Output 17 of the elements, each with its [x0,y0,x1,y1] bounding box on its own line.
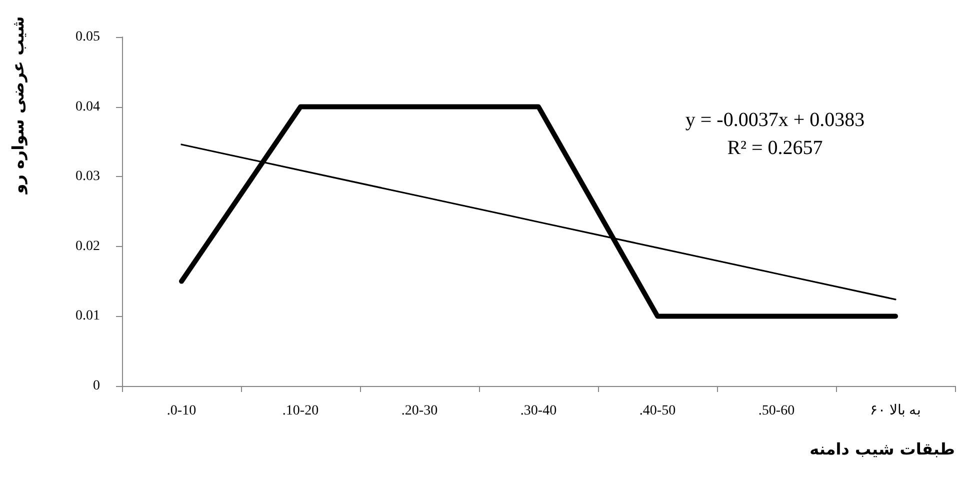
annotation: R² = 0.2657 [727,137,823,159]
y-axis-title: شیب عرضی سواره رو [8,16,28,195]
y-tick-label: 0.01 [76,308,100,324]
y-tick-label: 0.04 [76,99,100,114]
x-axis-title: طبقات شیب دامنه [810,440,955,458]
y-tick-label: 0.03 [76,169,100,184]
x-tick-label: .0-10 [166,404,196,418]
y-tick-label: 0.02 [76,238,100,254]
x-tick-label: .30-40 [520,404,557,418]
x-tick-label: .10-20 [282,404,319,418]
x-tick-label: ۶۰ به بالا [870,404,921,418]
annotation: y = -0.0037x + 0.0383 [685,109,865,131]
x-tick-label: .20-30 [401,404,438,418]
x-tick-label: .40-50 [639,404,676,418]
y-tick-label: 0.05 [76,30,100,44]
x-tick-label: .50-60 [758,404,795,418]
y-tick-label: 0 [93,378,100,394]
